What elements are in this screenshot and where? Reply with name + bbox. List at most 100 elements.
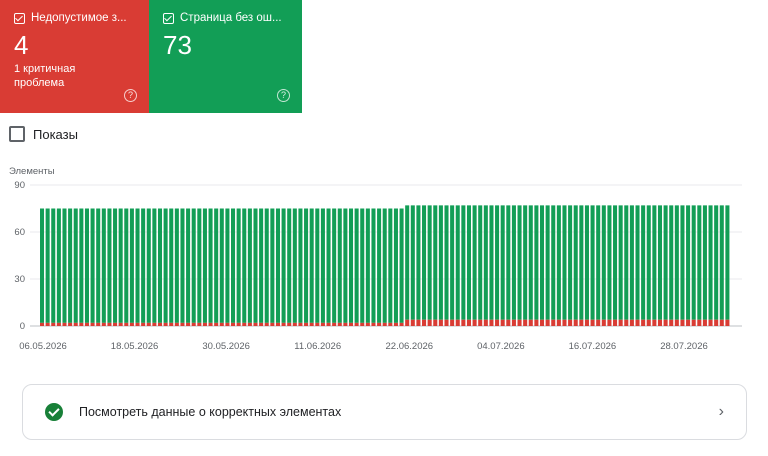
- bar-invalid[interactable]: [450, 319, 455, 326]
- bar-valid[interactable]: [590, 205, 595, 320]
- bar-valid[interactable]: [382, 208, 387, 323]
- bar-invalid[interactable]: [208, 322, 213, 326]
- bar-valid[interactable]: [62, 208, 67, 323]
- invalid-card[interactable]: Недопустимое з... 4 1 критичная проблема…: [0, 0, 149, 113]
- bar-valid[interactable]: [180, 208, 185, 323]
- bar-valid[interactable]: [113, 208, 118, 323]
- bar-valid[interactable]: [96, 208, 101, 323]
- bar-invalid[interactable]: [422, 319, 427, 326]
- bar-valid[interactable]: [343, 208, 348, 323]
- bar-invalid[interactable]: [315, 322, 320, 326]
- bar-invalid[interactable]: [146, 322, 151, 326]
- bar-valid[interactable]: [287, 208, 292, 323]
- bar-valid[interactable]: [197, 208, 202, 323]
- bar-invalid[interactable]: [410, 319, 415, 326]
- bar-invalid[interactable]: [523, 319, 528, 326]
- bar-valid[interactable]: [624, 205, 629, 320]
- bar-invalid[interactable]: [186, 322, 191, 326]
- impressions-toggle[interactable]: Показы: [9, 126, 78, 142]
- bar-valid[interactable]: [186, 208, 191, 323]
- help-icon[interactable]: ?: [277, 89, 290, 102]
- bar-invalid[interactable]: [472, 319, 477, 326]
- bar-invalid[interactable]: [573, 319, 578, 326]
- bar-invalid[interactable]: [427, 319, 432, 326]
- bar-invalid[interactable]: [416, 319, 421, 326]
- bar-valid[interactable]: [708, 205, 713, 320]
- bar-valid[interactable]: [528, 205, 533, 320]
- bar-invalid[interactable]: [270, 322, 275, 326]
- bar-valid[interactable]: [242, 208, 247, 323]
- bar-invalid[interactable]: [79, 322, 84, 326]
- bar-invalid[interactable]: [360, 322, 365, 326]
- bar-valid[interactable]: [214, 208, 219, 323]
- bar-invalid[interactable]: [96, 322, 101, 326]
- bar-invalid[interactable]: [320, 322, 325, 326]
- bar-invalid[interactable]: [174, 322, 179, 326]
- bar-invalid[interactable]: [674, 319, 679, 326]
- bar-valid[interactable]: [663, 205, 668, 320]
- bar-invalid[interactable]: [73, 322, 78, 326]
- valid-card[interactable]: Страница без ош... 73 ?: [149, 0, 302, 113]
- bar-valid[interactable]: [281, 208, 286, 323]
- bar-invalid[interactable]: [399, 322, 404, 326]
- bar-valid[interactable]: [163, 208, 168, 323]
- bar-valid[interactable]: [377, 208, 382, 323]
- bar-valid[interactable]: [259, 208, 264, 323]
- bar-invalid[interactable]: [556, 319, 561, 326]
- bar-valid[interactable]: [562, 205, 567, 320]
- bar-valid[interactable]: [618, 205, 623, 320]
- bar-valid[interactable]: [135, 208, 140, 323]
- bar-invalid[interactable]: [337, 322, 342, 326]
- bar-valid[interactable]: [365, 208, 370, 323]
- bar-invalid[interactable]: [264, 322, 269, 326]
- bar-valid[interactable]: [472, 205, 477, 320]
- bar-valid[interactable]: [455, 205, 460, 320]
- bar-invalid[interactable]: [169, 322, 174, 326]
- bar-valid[interactable]: [68, 208, 73, 323]
- bar-invalid[interactable]: [607, 319, 612, 326]
- bar-invalid[interactable]: [275, 322, 280, 326]
- bar-invalid[interactable]: [247, 322, 252, 326]
- bar-invalid[interactable]: [118, 322, 123, 326]
- bar-valid[interactable]: [202, 208, 207, 323]
- bar-valid[interactable]: [332, 208, 337, 323]
- bar-invalid[interactable]: [562, 319, 567, 326]
- bar-valid[interactable]: [629, 205, 634, 320]
- bar-valid[interactable]: [489, 205, 494, 320]
- bar-invalid[interactable]: [129, 322, 134, 326]
- bar-valid[interactable]: [253, 208, 258, 323]
- bar-invalid[interactable]: [107, 322, 112, 326]
- bar-valid[interactable]: [124, 208, 129, 323]
- bar-invalid[interactable]: [68, 322, 73, 326]
- bar-invalid[interactable]: [646, 319, 651, 326]
- bar-valid[interactable]: [304, 208, 309, 323]
- bar-valid[interactable]: [225, 208, 230, 323]
- bar-invalid[interactable]: [371, 322, 376, 326]
- bar-valid[interactable]: [416, 205, 421, 320]
- bar-invalid[interactable]: [624, 319, 629, 326]
- bar-valid[interactable]: [607, 205, 612, 320]
- bar-invalid[interactable]: [242, 322, 247, 326]
- bar-invalid[interactable]: [590, 319, 595, 326]
- bar-valid[interactable]: [360, 208, 365, 323]
- bar-valid[interactable]: [686, 205, 691, 320]
- bar-valid[interactable]: [79, 208, 84, 323]
- bar-valid[interactable]: [523, 205, 528, 320]
- bar-invalid[interactable]: [657, 319, 663, 326]
- bar-invalid[interactable]: [135, 322, 140, 326]
- bar-invalid[interactable]: [584, 319, 589, 326]
- bar-valid[interactable]: [107, 208, 112, 323]
- bar-valid[interactable]: [641, 205, 646, 320]
- bar-invalid[interactable]: [393, 322, 398, 326]
- help-icon[interactable]: ?: [124, 89, 137, 102]
- bar-valid[interactable]: [674, 205, 679, 320]
- bar-valid[interactable]: [691, 205, 696, 320]
- bar-valid[interactable]: [320, 208, 325, 323]
- bar-valid[interactable]: [500, 205, 505, 320]
- bar-invalid[interactable]: [281, 322, 286, 326]
- bar-invalid[interactable]: [613, 319, 618, 326]
- bar-invalid[interactable]: [51, 322, 56, 326]
- bar-valid[interactable]: [174, 208, 179, 323]
- bar-invalid[interactable]: [388, 322, 393, 326]
- bar-valid[interactable]: [309, 208, 314, 323]
